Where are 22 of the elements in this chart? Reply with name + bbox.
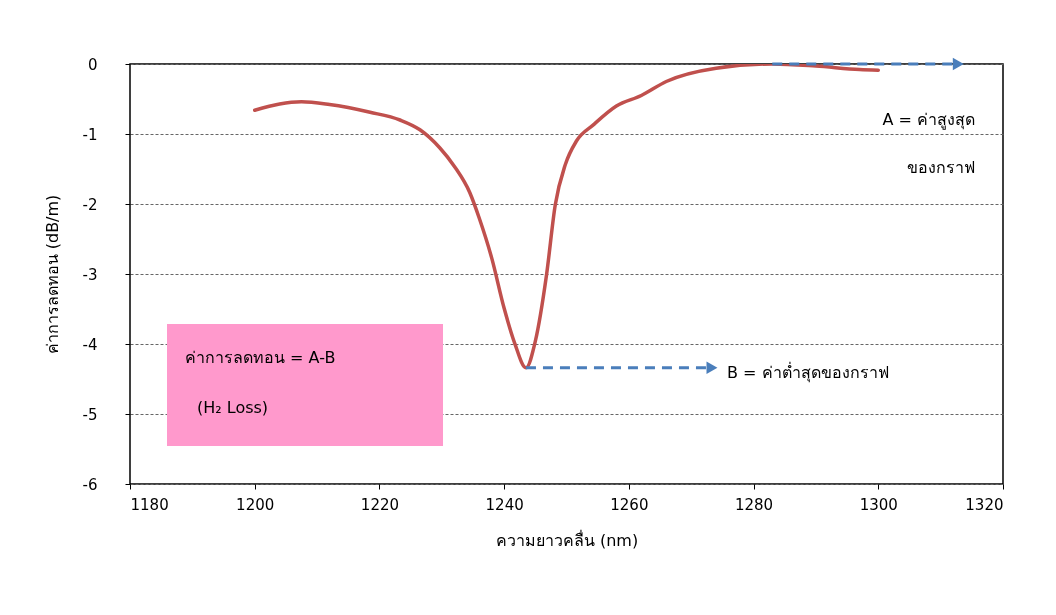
x-tick-label: 1300 — [859, 495, 898, 514]
x-tick-label: 1240 — [485, 495, 524, 514]
x-tick-label: 1200 — [236, 495, 275, 514]
y-tick-label: -5 — [82, 405, 98, 424]
annotation: ของกราฟ — [907, 158, 975, 177]
y-tick-label: -1 — [82, 125, 98, 144]
x-tick-label: 1180 — [130, 495, 169, 514]
y-tick-label: -2 — [82, 195, 98, 214]
y-tick-label: -4 — [82, 335, 98, 354]
y-axis-title: ค่าการลดทอน (dB/m) — [42, 194, 62, 355]
x-axis-title: ความยาวคลื่น (nm) — [495, 528, 639, 550]
y-tick-label: -6 — [82, 475, 98, 494]
y-tick-label: 0 — [87, 55, 98, 74]
annotation: ค่าการลดทอน = A-B — [185, 348, 336, 367]
annotation: (H₂ Loss) — [197, 398, 269, 417]
annotation: B = ค่าต่ำสุดของกราฟ — [727, 361, 889, 383]
x-tick-label: 1320 — [965, 495, 1004, 514]
x-tick-label: 1280 — [734, 495, 774, 514]
y-tick-label: -3 — [82, 265, 98, 284]
x-tick-label: 1260 — [610, 495, 649, 514]
x-tick-label: 1220 — [360, 495, 400, 514]
annotation: A = ค่าสูงสุด — [882, 110, 975, 130]
